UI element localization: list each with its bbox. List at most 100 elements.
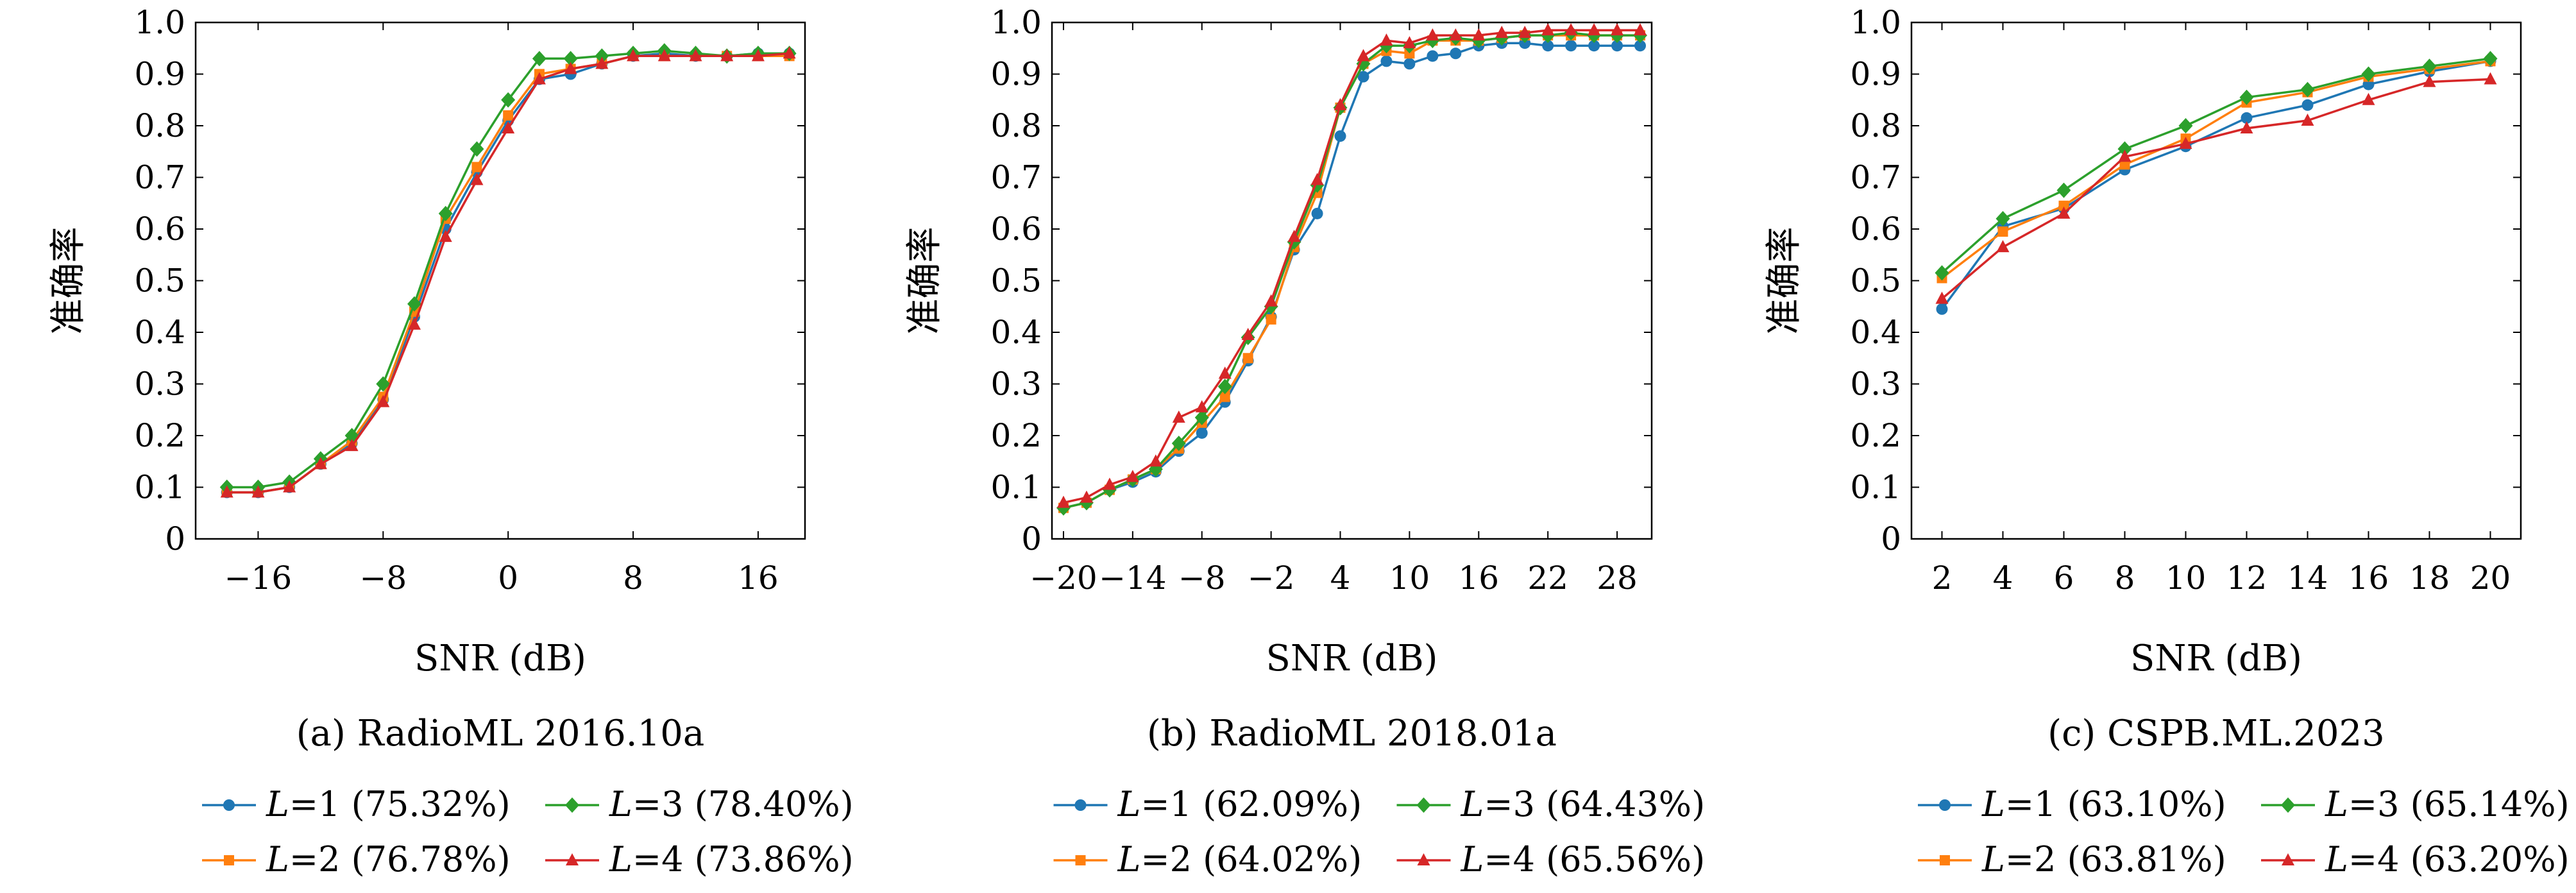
data-point-l3 — [2117, 141, 2132, 157]
data-point-l3 — [2300, 81, 2315, 98]
data-point-l4 — [1426, 28, 1439, 41]
data-point-l3 — [2483, 51, 2498, 67]
data-point-l1 — [1936, 303, 1948, 315]
x-axis-label: SNR (dB) — [1266, 638, 1437, 679]
series-line-l1 — [1063, 42, 1640, 509]
plot-frame — [1051, 21, 1653, 540]
data-point-l4 — [1449, 28, 1462, 41]
legend-marker — [223, 799, 235, 811]
y-tick-label: 0.7 — [134, 159, 185, 196]
data-point-l2 — [1219, 391, 1230, 402]
data-point-l2 — [1997, 226, 2008, 237]
data-point-l4 — [751, 49, 765, 62]
y-tick-label: 0.8 — [1850, 107, 1901, 144]
y-tick-label: 0.1 — [134, 469, 185, 506]
y-tick-label: 0.9 — [1850, 56, 1901, 93]
data-point-l1 — [1311, 207, 1323, 219]
data-point-l4 — [1611, 23, 1624, 36]
data-point-l4 — [1195, 400, 1208, 412]
data-point-l3 — [2239, 89, 2254, 105]
data-point-l4 — [595, 56, 609, 69]
data-point-l3 — [1996, 210, 2010, 226]
data-point-l1 — [1403, 58, 1416, 70]
y-tick-label: 0.5 — [990, 262, 1042, 300]
y-tick-label: 0.6 — [134, 210, 185, 248]
legend-label: L=3 (65.14%) — [2325, 784, 2570, 824]
x-tick-label: 16 — [738, 559, 779, 597]
data-point-l4 — [1935, 291, 1949, 304]
data-point-l4 — [1218, 366, 1232, 379]
data-point-l4 — [1310, 173, 1324, 185]
data-point-l4 — [1564, 23, 1578, 36]
x-tick-label: −16 — [225, 559, 292, 597]
legend-marker — [224, 855, 234, 865]
y-tick-label: 0.6 — [990, 210, 1042, 248]
data-point-l4 — [283, 480, 296, 493]
data-point-l4 — [251, 485, 265, 498]
data-point-l4 — [314, 457, 327, 470]
data-point-l4 — [1080, 490, 1093, 503]
data-point-l4 — [1472, 28, 1486, 41]
legend-label: L=4 (73.86%) — [609, 839, 854, 880]
data-point-l1 — [1357, 71, 1369, 83]
y-tick-label: 0.5 — [1850, 262, 1901, 300]
data-point-l4 — [1403, 36, 1416, 49]
data-point-l4 — [2240, 121, 2253, 134]
data-point-l3 — [501, 92, 516, 108]
y-tick-label: 0.4 — [990, 314, 1042, 351]
data-point-l4 — [1380, 33, 1393, 46]
legend-label: L=1 (62.09%) — [1117, 784, 1362, 824]
data-point-l4 — [1287, 230, 1301, 242]
legend-marker — [1939, 799, 1951, 811]
y-tick-label: 0.9 — [990, 56, 1042, 93]
legend-label: L=2 (76.78%) — [266, 839, 511, 880]
x-tick-label: 10 — [1389, 559, 1430, 597]
legend-marker — [566, 853, 579, 865]
data-point-l1 — [2241, 112, 2253, 124]
chart-panel-2: 0 0.1 0.2 0.3 0.4 0.5 0.6 0.7 0.8 0.9 1.0 −20 −14 −8−… — [904, 4, 1705, 880]
panel-caption: (b) RadioML 2018.01a — [1147, 713, 1557, 754]
x-tick-label: −2 — [1248, 559, 1295, 597]
y-tick-label: 0.9 — [134, 56, 185, 93]
series-line-l3 — [1941, 57, 2491, 274]
data-point-l4 — [1056, 495, 1070, 508]
data-point-l4 — [720, 49, 734, 62]
data-point-l1 — [1427, 50, 1439, 62]
data-point-l4 — [439, 230, 452, 242]
data-point-l4 — [564, 62, 577, 74]
data-point-l4 — [1357, 49, 1370, 62]
y-axis-label: 准确率 — [904, 227, 945, 335]
x-axis-label: SNR (dB) — [414, 638, 586, 679]
x-tick-label: 16 — [1458, 559, 1499, 597]
x-tick-label: 8 — [2115, 559, 2135, 597]
legend-label: L=3 (78.40%) — [609, 784, 854, 824]
panel-caption: (c) CSPB.ML.2023 — [2047, 713, 2385, 754]
y-tick-label: 1.0 — [1850, 4, 1901, 41]
data-point-l4 — [532, 72, 546, 85]
x-tick-label: 12 — [2226, 559, 2267, 597]
data-point-l2 — [1242, 353, 1253, 364]
data-point-l4 — [2118, 149, 2131, 162]
y-tick-label: 0.4 — [134, 314, 185, 351]
data-point-l3 — [376, 376, 391, 392]
legend-marker — [1417, 853, 1430, 865]
y-axis-label: 准确率 — [47, 227, 89, 335]
x-tick-label: 6 — [2054, 559, 2074, 597]
data-point-l1 — [2301, 99, 2314, 111]
data-point-l4 — [1264, 294, 1278, 307]
y-tick-label: 0 — [1021, 520, 1042, 557]
legend-label: L=2 (63.81%) — [1981, 839, 2226, 880]
y-tick-label: 0.4 — [1850, 314, 1901, 351]
data-point-l1 — [1334, 130, 1346, 142]
data-point-l2 — [471, 162, 482, 173]
data-point-l3 — [2056, 182, 2071, 198]
data-point-l1 — [1196, 427, 1208, 439]
series-line-l4 — [1941, 78, 2491, 300]
y-axis-label: 准确率 — [1763, 227, 1805, 335]
y-tick-label: 0 — [1881, 520, 1901, 557]
data-point-l3 — [470, 141, 484, 157]
legend-marker — [2281, 797, 2295, 813]
legend-marker — [1075, 855, 1086, 865]
x-tick-label: −8 — [1178, 559, 1226, 597]
